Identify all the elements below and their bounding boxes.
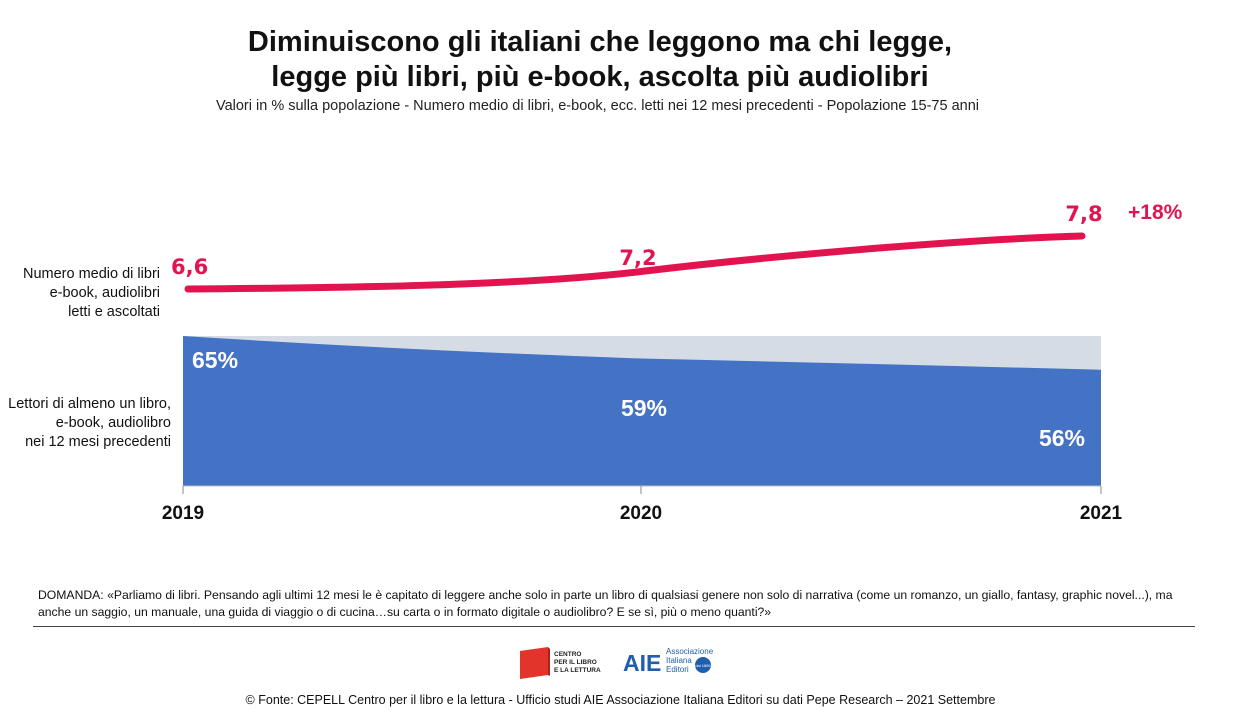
source-footer: © Fonte: CEPELL Centro per il libro e la… xyxy=(245,693,996,707)
chart-title-line-2: legge più libri, più e-book, ascolta più… xyxy=(271,61,929,93)
cepell-logo-text-1: CENTRO xyxy=(554,651,581,658)
aie-logo-text-3: Editori xyxy=(666,665,689,674)
survey-question: DOMANDA: «Parliamo di libri. Pensando ag… xyxy=(38,588,1173,619)
divider-line xyxy=(33,626,1195,627)
average-books-line-series xyxy=(184,232,1086,293)
aie-logo-text-1: Associazione xyxy=(666,647,714,656)
cepell-logo-text-3: E LA LETTURA xyxy=(554,667,601,674)
chart-subtitle: Valori in % sulla popolazione - Numero m… xyxy=(215,98,979,114)
aie-logo: AIE Associazione Italiana Editori dal 18… xyxy=(623,647,714,676)
readers-data-label: 56% xyxy=(1039,425,1085,451)
aie-logo-short: AIE xyxy=(623,650,661,676)
cepell-logo: CENTRO PER IL LIBRO E LA LETTURA xyxy=(520,647,601,679)
x-tick-label-2019: 2019 xyxy=(162,503,204,524)
readers-data-label: 65% xyxy=(192,347,238,373)
x-tick-label-2021: 2021 xyxy=(1080,503,1123,524)
growth-annotation: +18% xyxy=(1128,201,1183,224)
readers-row-label: Lettori di almeno un libro, e-book, audi… xyxy=(8,396,171,450)
aie-logo-badge: dal 1869 xyxy=(695,663,711,668)
aie-logo-text-2: Italiana xyxy=(666,656,692,665)
average-books-data-label: 7,8 xyxy=(1065,202,1102,226)
cepell-logo-text-2: PER IL LIBRO xyxy=(554,659,597,666)
x-tick-label-2020: 2020 xyxy=(620,503,662,524)
average-books-data-label: 6,6 xyxy=(171,255,208,279)
chart-title-line-1: Diminuiscono gli italiani che leggono ma… xyxy=(247,26,953,58)
readers-data-label: 59% xyxy=(621,395,667,421)
readers-area-series xyxy=(183,336,1101,486)
average-books-data-label: 7,2 xyxy=(619,246,656,270)
average-books-row-label: Numero medio di libri e-book, audiolibri… xyxy=(23,266,160,320)
